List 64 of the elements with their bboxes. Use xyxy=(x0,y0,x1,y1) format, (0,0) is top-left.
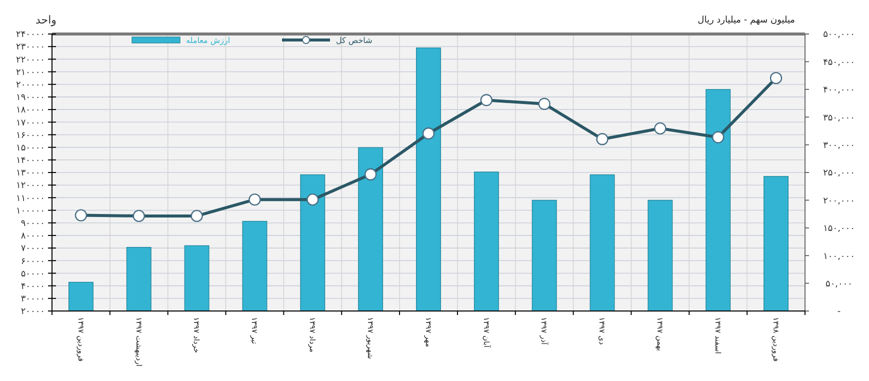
y-tick-label: ۲۰۰۰۰ xyxy=(20,307,45,318)
y-tick-label: ۲۴۰۰۰۰ xyxy=(16,30,45,40)
y2-tick-label: ۱۵۰,۰۰۰ xyxy=(823,224,855,234)
y-tick-label: ۱۲۰۰۰۰ xyxy=(16,181,45,192)
bar xyxy=(68,282,94,312)
text: ارزش معامله xyxy=(186,36,230,45)
y-tick-label: ۱۵۰۰۰۰ xyxy=(16,143,45,154)
bar xyxy=(648,200,673,312)
bar xyxy=(416,48,441,312)
bar xyxy=(358,147,384,312)
y-tick-label: ۱۰۰۰۰۰ xyxy=(16,206,45,216)
y2-tick-label: ۵۰,۰۰۰ xyxy=(825,279,853,290)
y2-tick-label: ۳۰۰,۰۰۰ xyxy=(823,140,855,151)
bar xyxy=(126,246,152,312)
y-tick-label: ۱۹۰۰۰۰ xyxy=(16,93,45,104)
y2-tick-label: ۱۰۰,۰۰۰ xyxy=(823,252,855,262)
bar xyxy=(474,172,499,312)
y-tick-label: ۴۰۰۰۰ xyxy=(20,282,45,292)
y2-tick-label: ۲۵۰,۰۰۰ xyxy=(823,168,855,179)
y-tick-label: ۱۶۰۰۰۰ xyxy=(16,130,45,141)
point xyxy=(654,122,666,135)
y-tick-label: ۱۴۰۰۰۰ xyxy=(16,156,45,166)
bar xyxy=(242,220,268,312)
y2-tick-label: ۴۵۰,۰۰۰ xyxy=(823,58,855,68)
point xyxy=(538,98,550,110)
y2-tick-label: ۳۵۰,۰۰۰ xyxy=(823,113,855,124)
point xyxy=(770,72,782,84)
point xyxy=(712,131,724,144)
y-tick-label: ۶۰۰۰۰ xyxy=(20,256,45,267)
point xyxy=(190,210,203,222)
point xyxy=(248,193,261,206)
y2-axis-title: میلیون سهم - میلیارد ریال xyxy=(698,15,796,26)
y-tick-label: ۷۰۰۰۰ xyxy=(20,244,45,254)
y2-tick-label: - xyxy=(837,307,841,318)
y-tick-label: ۱۳۰۰۰۰ xyxy=(16,168,45,179)
bar xyxy=(532,200,557,312)
point xyxy=(306,193,319,206)
y-axis-title: واحد xyxy=(36,14,56,27)
bar xyxy=(590,174,615,312)
point xyxy=(596,133,608,146)
y-tick-label: ۱۷۰۰۰۰ xyxy=(16,118,45,128)
text: شاخص کل xyxy=(336,36,373,45)
y-tick-label: ۵۰۰۰۰ xyxy=(20,269,45,280)
y2-tick-label: ۵۰۰,۰۰۰ xyxy=(823,30,855,40)
bar xyxy=(300,174,326,312)
point xyxy=(132,210,145,222)
y2-tick-label: ۲۰۰,۰۰۰ xyxy=(823,196,855,206)
bar xyxy=(706,89,731,312)
y-tick-label: ۲۱۰۰۰۰ xyxy=(16,68,45,78)
y-tick-label: ۸۰۰۰۰ xyxy=(20,232,45,242)
y-tick-label: ۲۲۰۰۰۰ xyxy=(16,55,45,66)
bar xyxy=(764,176,789,312)
point xyxy=(74,209,88,222)
y-tick-label: ۱۱۰۰۰۰ xyxy=(16,194,45,204)
y-tick-label: ۲۳۰۰۰۰ xyxy=(16,42,45,53)
point xyxy=(480,94,493,106)
bar xyxy=(184,245,210,312)
point xyxy=(364,168,377,180)
y-tick-label: ۹۰۰۰۰ xyxy=(20,219,45,230)
y-tick-label: ۲۰۰۰۰۰ xyxy=(16,80,45,91)
y-tick-label: ۳۰۰۰۰ xyxy=(20,294,45,305)
y-tick-label: ۱۸۰۰۰۰ xyxy=(16,106,45,116)
point xyxy=(422,127,435,140)
y2-tick-label: ۴۰۰,۰۰۰ xyxy=(823,86,855,96)
